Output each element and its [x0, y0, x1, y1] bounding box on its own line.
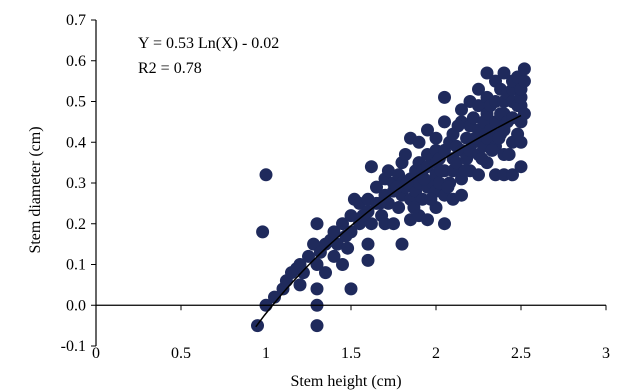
data-point-50	[387, 217, 400, 231]
data-point-31	[344, 209, 358, 223]
data-point-160	[517, 107, 531, 121]
data-point-173	[451, 119, 465, 133]
data-point-2	[259, 168, 273, 182]
data-point-102	[455, 188, 468, 202]
x-tick-label-1: 0.5	[171, 345, 191, 362]
data-point-119	[472, 82, 485, 96]
data-points	[251, 62, 531, 333]
data-point-154	[514, 160, 528, 174]
data-point-73	[421, 213, 434, 227]
data-point-169	[390, 180, 404, 194]
data-point-11	[296, 266, 310, 280]
data-point-12	[302, 249, 315, 263]
y-tick-label-7: 0.6	[66, 53, 86, 70]
data-point-41	[364, 217, 378, 231]
y-tick-label-2: 0.1	[66, 257, 86, 274]
data-point-106	[455, 103, 468, 117]
data-point-28	[341, 241, 355, 255]
data-point-14	[310, 319, 324, 333]
data-point-27	[336, 258, 349, 271]
data-point-166	[458, 164, 472, 178]
data-point-167	[475, 152, 489, 166]
x-tick-label-2: 1	[262, 345, 270, 362]
data-point-24	[327, 225, 341, 239]
data-point-60	[398, 148, 412, 161]
data-point-29	[344, 282, 358, 296]
x-tick-label-4: 2	[432, 345, 440, 362]
data-point-155	[514, 135, 528, 149]
axes	[95, 20, 606, 346]
data-point-175	[485, 143, 499, 157]
x-axis-title: Stem height (cm)	[290, 373, 401, 390]
y-tick-label-4: 0.3	[66, 175, 86, 192]
equation-annotation: Y = 0.53 Ln(X) - 0.02	[138, 35, 279, 52]
data-point-93	[438, 90, 451, 104]
trendline	[255, 114, 522, 328]
data-point-100	[449, 156, 463, 170]
data-point-164	[424, 192, 438, 206]
x-tick-label-6: 3	[602, 345, 610, 362]
data-point-18	[310, 217, 324, 231]
y-tick-label-1: 0.0	[66, 297, 86, 314]
data-point-26	[336, 217, 349, 231]
data-point-16	[310, 282, 324, 296]
data-point-53	[392, 201, 406, 214]
data-point-142	[497, 66, 511, 80]
y-axis-title: Stem diameter (cm)	[27, 126, 44, 253]
data-point-37	[361, 237, 375, 251]
data-point-172	[339, 229, 353, 243]
r2-annotation: R2 = 0.78	[138, 60, 202, 77]
data-point-77	[421, 123, 434, 137]
data-point-115	[472, 168, 485, 182]
x-tick-label-5: 2.5	[511, 345, 531, 362]
data-point-23	[327, 249, 341, 263]
data-point-49	[381, 164, 395, 178]
data-point-1	[256, 225, 270, 239]
y-tick-label-5: 0.4	[66, 134, 86, 151]
y-tick-label-3: 0.2	[66, 216, 86, 233]
data-point-162	[517, 62, 531, 76]
y-tick-label-6: 0.5	[66, 94, 86, 111]
y-tick-label-8: 0.7	[66, 12, 86, 29]
data-point-168	[492, 131, 506, 145]
data-point-88	[438, 217, 451, 231]
data-point-178	[417, 172, 431, 186]
data-point-43	[370, 180, 383, 194]
data-point-9	[293, 278, 307, 292]
data-point-40	[364, 160, 378, 174]
x-tick-label-0: 0	[92, 345, 100, 362]
data-point-161	[517, 74, 531, 88]
data-point-165	[441, 180, 455, 194]
data-point-55	[395, 237, 409, 251]
data-point-145	[506, 168, 519, 182]
trendline-group	[255, 114, 522, 328]
x-tick-label-3: 1.5	[341, 345, 361, 362]
tick-labels: -0.1 0.0 0.1 0.2 0.3 0.4 0.5 0.6 0.7 0 0.5 1 1.5 2 2.5…	[61, 12, 610, 362]
data-point-176	[502, 148, 516, 161]
data-point-177	[434, 164, 448, 178]
data-point-163	[407, 201, 421, 214]
data-point-21	[319, 266, 332, 280]
y-tick-label-0: -0.1	[61, 338, 86, 355]
data-point-118	[472, 99, 485, 113]
data-point-70	[412, 135, 426, 149]
data-point-17	[310, 258, 324, 271]
data-point-126	[480, 66, 494, 80]
data-point-92	[438, 115, 451, 129]
data-point-114	[466, 111, 480, 125]
data-point-4	[268, 290, 281, 304]
data-point-85	[429, 131, 443, 145]
data-point-36	[361, 253, 375, 267]
